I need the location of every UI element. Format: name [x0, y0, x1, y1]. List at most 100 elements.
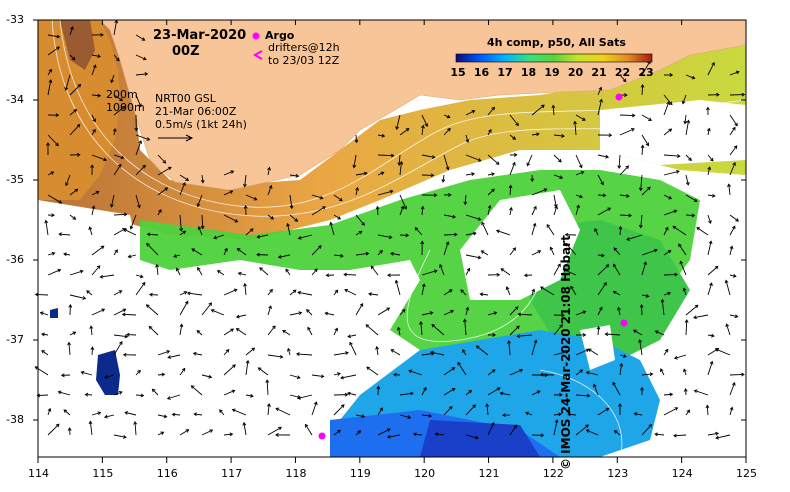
current-arrowhead — [97, 411, 102, 416]
current-arrowhead — [519, 368, 524, 373]
current-arrowhead — [48, 68, 52, 73]
current-arrow — [613, 264, 621, 276]
current-arrow — [245, 394, 254, 397]
current-arrowhead — [179, 228, 184, 232]
current-arrowhead — [235, 328, 240, 332]
current-arrow — [526, 154, 533, 166]
current-arrowhead — [366, 366, 370, 371]
current-arrow — [113, 164, 122, 176]
current-arrow — [172, 413, 181, 416]
current-arrowhead — [512, 161, 516, 166]
current-arrow — [267, 214, 274, 220]
current-arrowhead — [450, 309, 454, 314]
current-arrowhead — [88, 420, 93, 425]
current-arrowhead — [110, 79, 114, 84]
current-arrow — [707, 128, 710, 136]
current-arrowhead — [388, 235, 393, 240]
current-arrow — [135, 394, 144, 397]
current-arrowhead — [549, 246, 554, 251]
current-arrowhead — [55, 142, 59, 147]
current-arrow — [575, 114, 586, 121]
current-arrowhead — [116, 57, 120, 62]
current-arrow — [586, 371, 599, 376]
current-arrowhead — [665, 226, 669, 231]
current-arrowhead — [84, 392, 89, 397]
current-arrow — [575, 424, 589, 436]
current-arrowhead — [249, 228, 254, 232]
current-arrow — [487, 369, 496, 376]
current-arrow — [641, 134, 649, 146]
current-arrow — [729, 226, 736, 236]
current-arrowhead — [55, 113, 60, 118]
lat-tick-label: -37 — [6, 333, 24, 346]
current-arrow — [553, 174, 563, 179]
current-arrow — [399, 392, 414, 396]
current-arrowhead — [423, 386, 427, 391]
current-arrow — [179, 230, 186, 236]
current-arrowhead — [586, 393, 591, 398]
current-arrowhead — [580, 170, 585, 175]
current-arrow — [198, 226, 203, 236]
current-arrowhead — [419, 320, 423, 325]
current-arrow — [104, 374, 115, 378]
current-arrow — [244, 283, 247, 296]
current-arrow — [91, 206, 95, 216]
current-arrowhead — [565, 350, 570, 354]
current-arrow — [465, 154, 481, 162]
current-arrowhead — [365, 324, 370, 328]
current-arrowhead — [319, 195, 324, 200]
current-arrow — [223, 289, 238, 296]
current-arrow — [729, 127, 736, 136]
current-arrow — [134, 421, 137, 436]
current-arrowhead — [358, 230, 363, 235]
argo-float — [318, 432, 326, 440]
current-arrowhead — [394, 279, 399, 284]
current-arrowhead — [57, 390, 62, 395]
current-arrow — [355, 187, 359, 196]
current-arrowhead — [352, 164, 357, 169]
current-arrowhead — [505, 286, 510, 290]
current-arrow — [663, 170, 680, 176]
current-arrow — [197, 267, 203, 276]
current-arrowhead — [297, 290, 302, 295]
current-arrowhead — [146, 232, 151, 237]
lon-tick-label: 119 — [349, 467, 371, 480]
current-arrowhead — [452, 214, 456, 219]
current-arrow — [69, 188, 78, 196]
current-arrow — [487, 173, 495, 176]
current-arrow — [333, 352, 349, 356]
current-arrowhead — [570, 285, 574, 290]
current-arrowhead — [408, 369, 413, 374]
current-arrow — [135, 73, 148, 76]
current-arrow — [397, 327, 401, 336]
current-arrowhead — [559, 175, 564, 179]
current-arrowhead — [145, 304, 150, 308]
current-arrow — [421, 154, 435, 158]
current-arrowhead — [235, 314, 240, 319]
current-arrowhead — [608, 133, 613, 138]
current-arrow — [729, 162, 736, 176]
current-arrowhead — [466, 267, 471, 272]
current-arrowhead — [676, 169, 680, 174]
current-arrowhead — [708, 220, 712, 224]
current-arrow — [619, 128, 635, 136]
current-arrowhead — [673, 433, 677, 438]
current-arrowhead — [412, 432, 417, 437]
current-arrow — [707, 334, 715, 337]
current-arrowhead — [405, 128, 410, 132]
current-arrowhead — [668, 101, 673, 106]
current-arrowhead — [123, 212, 128, 217]
current-arrowhead — [229, 190, 234, 194]
current-arrow — [296, 353, 313, 356]
current-arrow — [147, 233, 159, 236]
current-arrow — [58, 391, 71, 396]
current-arrow — [707, 282, 713, 296]
current-arrow — [531, 390, 541, 396]
current-arrowhead — [579, 194, 583, 199]
current-arrow — [91, 191, 99, 196]
current-arrowhead — [104, 414, 108, 419]
current-arrowhead — [192, 351, 197, 356]
current-arrow — [47, 269, 61, 276]
current-arrowhead — [445, 241, 450, 245]
